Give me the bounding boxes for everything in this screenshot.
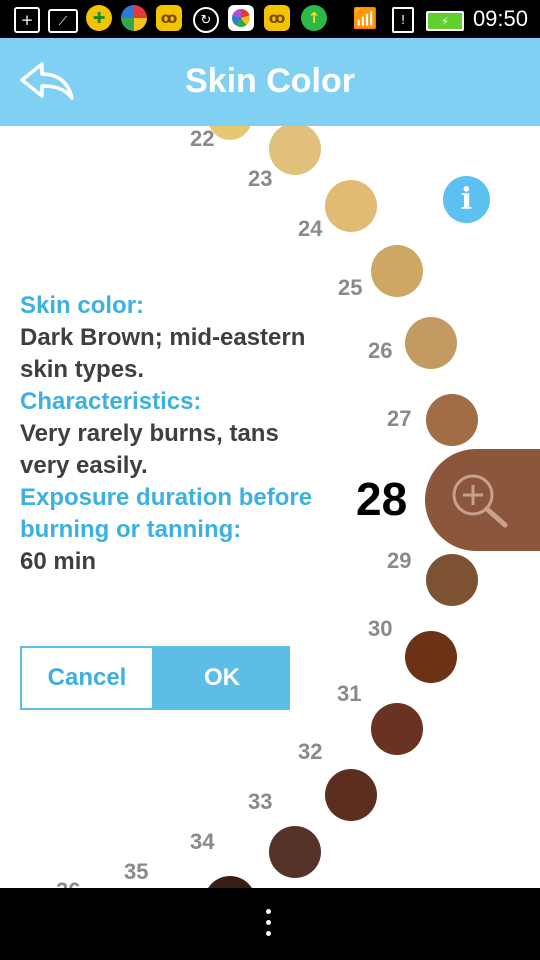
skin-level-label[interactable]: 22 bbox=[190, 126, 215, 151]
skin-level-label[interactable]: 31 bbox=[337, 681, 362, 706]
page-title: Skin Color bbox=[184, 62, 356, 100]
skin-level-label[interactable]: 29 bbox=[387, 548, 412, 573]
skin-swatch[interactable] bbox=[426, 554, 478, 606]
skin-swatch[interactable] bbox=[325, 769, 377, 821]
green-cross-app-icon: ✚ bbox=[86, 5, 112, 31]
clock: 09:50 bbox=[472, 6, 528, 31]
upload-arrow-icon: ↑ bbox=[301, 5, 327, 31]
overflow-menu-icon[interactable] bbox=[266, 909, 272, 939]
skin-swatch[interactable] bbox=[269, 826, 321, 878]
skin-level-label[interactable]: 35 bbox=[124, 859, 149, 884]
reply-arrow-icon[interactable] bbox=[18, 58, 78, 106]
cancel-button[interactable]: Cancel bbox=[20, 646, 154, 710]
battery-charging-icon: ⚡ bbox=[426, 11, 464, 31]
skin-level-label[interactable]: 28 bbox=[356, 473, 408, 525]
skin-level-label[interactable]: 23 bbox=[248, 166, 273, 191]
exposure-heading: Exposure duration before burning or tann… bbox=[20, 484, 313, 543]
characteristics-heading: Characteristics: bbox=[20, 388, 202, 415]
skin-color-heading: Skin color: bbox=[20, 292, 145, 319]
ok-button[interactable]: OK bbox=[154, 646, 290, 710]
skin-level-label[interactable]: 30 bbox=[368, 616, 393, 641]
colorful-app-icon bbox=[121, 5, 147, 31]
skin-level-label[interactable]: 32 bbox=[298, 739, 323, 764]
info-icon[interactable]: i bbox=[443, 176, 490, 223]
skin-swatch[interactable] bbox=[269, 126, 321, 175]
skin-swatch[interactable] bbox=[405, 317, 457, 369]
zoom-in-icon bbox=[452, 474, 508, 528]
navigation-bar bbox=[0, 888, 540, 960]
skin-swatch[interactable] bbox=[371, 703, 423, 755]
skin-color-picker: 22 23 24 25 26 27 28 29 30 31 32 33 34 35 36 i Skin co… bbox=[0, 126, 540, 888]
skin-swatch[interactable] bbox=[204, 876, 256, 888]
skin-level-label[interactable]: 27 bbox=[387, 406, 412, 431]
zoom-in-button[interactable] bbox=[425, 449, 540, 551]
skin-swatch[interactable] bbox=[405, 631, 457, 683]
characteristics-value: Very rarely burns, tans very easily. bbox=[20, 420, 279, 479]
skin-color-value: Dark Brown; mid-eastern skin types. bbox=[20, 324, 306, 383]
sd-card-icon: ! bbox=[392, 7, 414, 33]
skin-level-label[interactable]: 36 bbox=[56, 878, 80, 888]
skin-level-label[interactable]: 26 bbox=[368, 338, 393, 363]
skin-level-label[interactable]: 33 bbox=[248, 789, 273, 814]
leaf-icon: ⟋ bbox=[48, 9, 78, 33]
exposure-value: 60 min bbox=[20, 548, 97, 575]
skin-description: Skin color: Dark Brown; mid-eastern skin… bbox=[20, 290, 320, 578]
sync-icon: ↻ bbox=[193, 7, 219, 33]
wifi-icon: 📶 bbox=[352, 6, 378, 30]
yellow-app-icon: ꝏ bbox=[156, 5, 182, 31]
dialog-buttons: Cancel OK bbox=[20, 646, 290, 710]
skin-swatch[interactable] bbox=[426, 394, 478, 446]
plus-box-icon: + bbox=[14, 7, 40, 33]
status-bar: + ⟋ ✚ ꝏ ↻ ꝏ ↑ 📶 ! ⚡ 09:50 bbox=[0, 0, 540, 38]
skin-swatch[interactable] bbox=[371, 245, 423, 297]
title-bar: Skin Color bbox=[0, 38, 540, 126]
skin-level-label[interactable]: 25 bbox=[338, 275, 363, 300]
yellow-app-icon: ꝏ bbox=[264, 5, 290, 31]
skin-swatch[interactable] bbox=[208, 126, 252, 140]
skin-swatch[interactable] bbox=[325, 180, 377, 232]
palette-app-icon bbox=[228, 5, 254, 31]
skin-level-label[interactable]: 34 bbox=[190, 829, 215, 854]
skin-level-label[interactable]: 24 bbox=[298, 216, 323, 241]
